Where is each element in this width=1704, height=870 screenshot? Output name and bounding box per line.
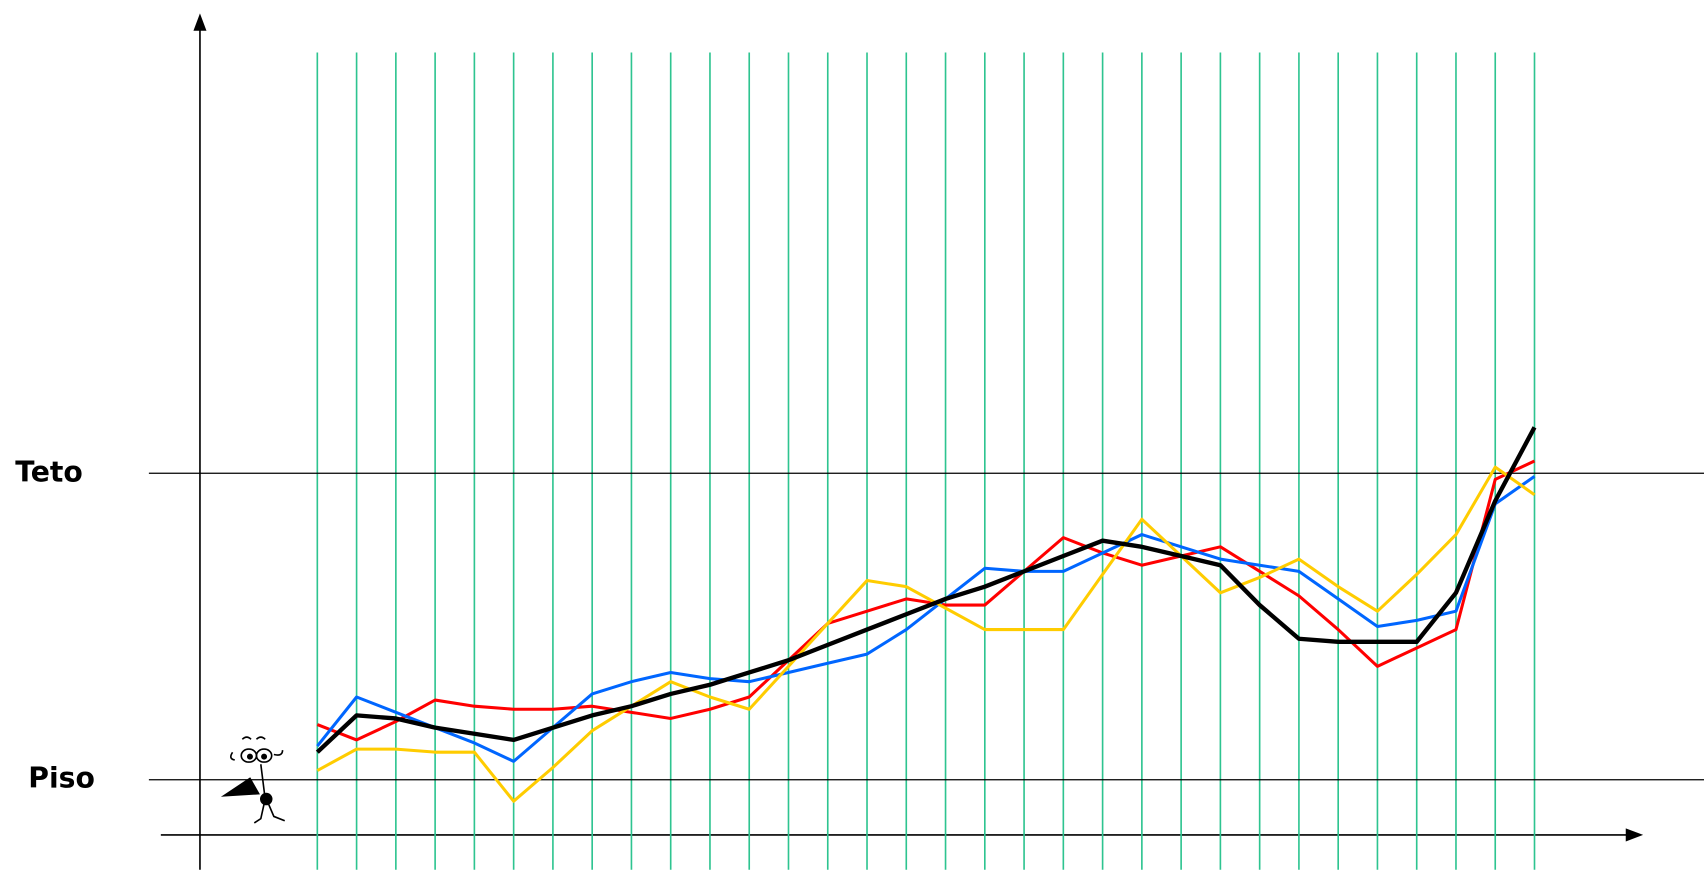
axes xyxy=(160,13,1644,870)
y-axis-arrow xyxy=(193,13,207,31)
x-axis-arrow xyxy=(1625,828,1644,842)
series-line xyxy=(316,459,1536,742)
stick-figure xyxy=(220,736,286,824)
series-line xyxy=(316,475,1536,763)
series-line xyxy=(315,426,1537,754)
series-line xyxy=(316,465,1536,803)
reference-label: Teto xyxy=(15,455,83,488)
reference-label: Piso xyxy=(28,762,95,795)
